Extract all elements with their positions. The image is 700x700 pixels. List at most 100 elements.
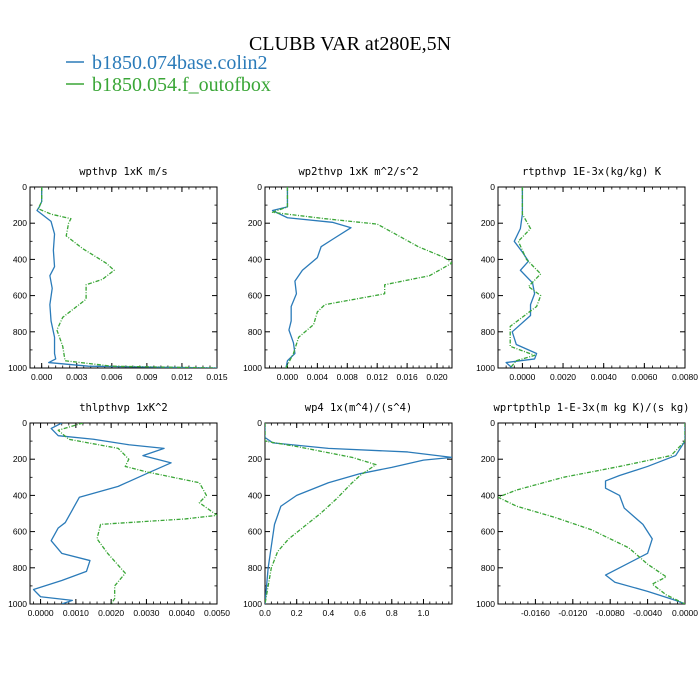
plot-frame xyxy=(29,422,218,605)
y-tick-label: 400 xyxy=(13,490,27,500)
x-tick-label: 0.020 xyxy=(426,372,448,382)
series-line-1 xyxy=(36,187,217,368)
panel-title: wprtpthlp 1-E-3x(m kg K)/(s kg) xyxy=(494,402,690,414)
y-tick-label: 400 xyxy=(481,490,495,500)
x-tick-label: 0.0020 xyxy=(98,608,124,618)
panel-6: wprtpthlp 1-E-3x(m kg K)/(s kg) -0.0160 -0… xyxy=(476,402,698,618)
y-tick-label: 200 xyxy=(13,454,27,464)
y-tick-label: 600 xyxy=(481,291,495,301)
y-tick-label: 1000 xyxy=(8,599,27,609)
y-tick-label: 1000 xyxy=(476,363,495,373)
plot-frame xyxy=(497,186,686,369)
y-tick-label: 400 xyxy=(248,254,262,264)
y-tick-label: 200 xyxy=(13,218,27,228)
y-tick-label: 200 xyxy=(481,218,495,228)
series-line-1 xyxy=(32,423,172,604)
y-tick-label: 600 xyxy=(13,291,27,301)
y-tick-label: 0 xyxy=(22,418,27,428)
y-tick-label: 0 xyxy=(257,182,262,192)
series-line-2 xyxy=(265,423,377,604)
y-tick-label: 400 xyxy=(248,490,262,500)
legend-label-series-2: b1850.054.f_outofbox xyxy=(92,74,271,96)
series-line-2 xyxy=(498,423,685,604)
x-tick-label: 0.012 xyxy=(171,372,193,382)
x-tick-label: 0.8 xyxy=(386,608,398,618)
panel-1: wpthvp 1xK m/s 0.000 0.003 0.006 0.009 0.012 0… xyxy=(8,166,228,382)
y-tick-label: 800 xyxy=(481,327,495,337)
y-tick-label: 800 xyxy=(13,563,27,573)
y-tick-label: 600 xyxy=(13,527,27,537)
panel-5: wp4 1x(m^4)/(s^4) 0.0 0.2 0.4 0.6 0.8 1.0 0 200 4… xyxy=(243,402,453,618)
x-tick-label: 1.0 xyxy=(418,608,430,618)
panels: wpthvp 1xK m/s0.000 0.003 0.006 0.009 0.012 0… xyxy=(8,166,698,618)
panel-title: wp4 1x(m^4)/(s^4) xyxy=(305,402,412,414)
y-tick-label: 800 xyxy=(248,327,262,337)
y-tick-label: 1000 xyxy=(243,599,262,609)
figure-title: CLUBB VAR at280E,5N xyxy=(249,33,451,55)
y-tick-label: 1000 xyxy=(8,363,27,373)
x-tick-label: 0.0040 xyxy=(169,608,195,618)
y-tick-label: 200 xyxy=(481,454,495,464)
panel-title: rtpthvp 1E-3x(kg/kg) K xyxy=(522,166,662,178)
y-tick-label: 200 xyxy=(248,218,262,228)
y-tick-label: 1000 xyxy=(476,599,495,609)
series-line-2 xyxy=(271,187,452,368)
x-tick-label: 0.0000 xyxy=(672,608,698,618)
x-tick-label: 0.004 xyxy=(307,372,329,382)
x-tick-label: 0.006 xyxy=(101,372,123,382)
y-tick-label: 800 xyxy=(481,563,495,573)
x-tick-label: -0.0040 xyxy=(633,608,662,618)
x-tick-label: 0.0060 xyxy=(631,372,657,382)
series-line-1 xyxy=(604,423,685,604)
x-tick-label: 0.009 xyxy=(136,372,158,382)
x-tick-label: 0.0050 xyxy=(204,608,230,618)
y-tick-label: 0 xyxy=(490,418,495,428)
x-tick-label: 0.0000 xyxy=(509,372,535,382)
series-line-2 xyxy=(37,187,217,368)
x-tick-label: 0.2 xyxy=(291,608,303,618)
y-tick-label: 0 xyxy=(257,418,262,428)
y-tick-label: 1000 xyxy=(243,363,262,373)
panel-2: wp2thvp 1xK m^2/s^2 0.000 0.004 0.008 0.012 0… xyxy=(243,166,453,382)
x-tick-label: -0.0120 xyxy=(558,608,587,618)
panel-title: wp2thvp 1xK m^2/s^2 xyxy=(298,166,418,178)
x-tick-label: 0.003 xyxy=(66,372,88,382)
x-tick-label: 0.4 xyxy=(322,608,334,618)
y-tick-label: 400 xyxy=(13,254,27,264)
y-tick-label: 0 xyxy=(490,182,495,192)
y-tick-label: 800 xyxy=(13,327,27,337)
x-tick-label: 0.015 xyxy=(206,372,228,382)
x-tick-label: -0.0080 xyxy=(596,608,625,618)
y-tick-label: 800 xyxy=(248,563,262,573)
x-tick-label: 0.012 xyxy=(367,372,389,382)
panel-3: rtpthvp 1E-3x(kg/kg) K 0.0000 0.0020 0.0040… xyxy=(476,166,698,382)
panel-title: thlpthvp 1xK^2 xyxy=(79,402,168,414)
series-line-1 xyxy=(505,187,538,368)
x-tick-label: 0.6 xyxy=(354,608,366,618)
x-tick-label: 0.0010 xyxy=(63,608,89,618)
x-tick-label: 0.0030 xyxy=(133,608,159,618)
x-tick-label: 0.016 xyxy=(396,372,418,382)
y-tick-label: 400 xyxy=(481,254,495,264)
x-tick-label: 0.0000 xyxy=(28,608,54,618)
x-tick-label: 0.0080 xyxy=(672,372,698,382)
series-line-2 xyxy=(57,423,217,604)
plot-frame xyxy=(29,186,218,369)
y-tick-label: 200 xyxy=(248,454,262,464)
x-tick-label: 0.000 xyxy=(277,372,299,382)
y-tick-label: 600 xyxy=(248,527,262,537)
x-tick-label: -0.0160 xyxy=(521,608,550,618)
x-tick-label: 0.000 xyxy=(31,372,53,382)
panel-title: wpthvp 1xK m/s xyxy=(79,166,168,178)
series-line-1 xyxy=(265,423,452,604)
y-tick-label: 0 xyxy=(22,182,27,192)
legend: b1850.074base.colin2 b1850.054.f_outofbo… xyxy=(66,52,271,96)
x-tick-label: 0.0040 xyxy=(591,372,617,382)
legend-label-series-1: b1850.074base.colin2 xyxy=(92,52,268,74)
x-tick-label: 0.0 xyxy=(259,608,271,618)
x-tick-label: 0.0020 xyxy=(550,372,576,382)
series-line-2 xyxy=(509,187,542,368)
y-tick-label: 600 xyxy=(248,291,262,301)
panel-4: thlpthvp 1xK^2 0.0000 0.0010 0.0020 0.0030 0.… xyxy=(8,402,230,618)
